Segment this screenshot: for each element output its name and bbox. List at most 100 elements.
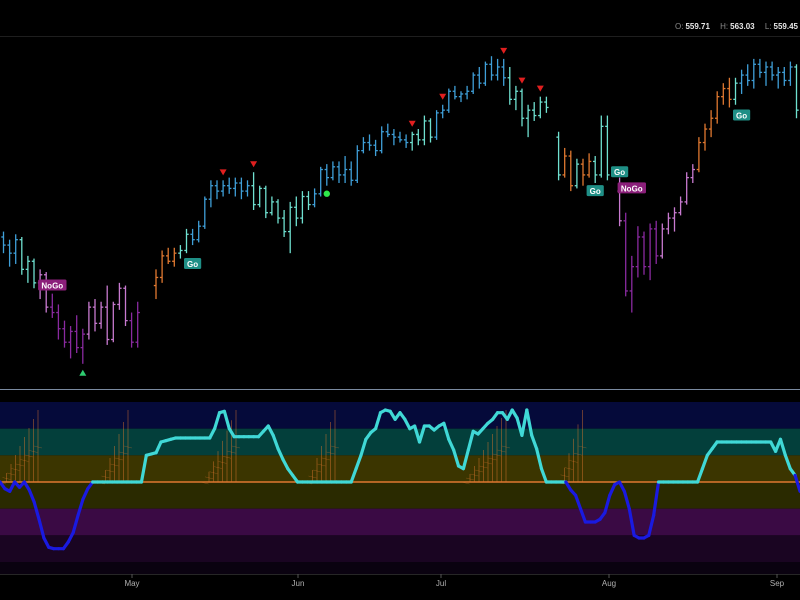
ohlc-bar	[251, 172, 256, 210]
signal-dot	[323, 190, 330, 197]
oscillator-segment	[534, 447, 544, 471]
label-text: Go	[614, 168, 625, 177]
oscillator-segment	[349, 467, 358, 484]
indicator-zone	[0, 455, 800, 482]
label-bg	[586, 185, 604, 197]
ohlc-bar	[263, 185, 268, 219]
fan-mesh	[564, 467, 574, 470]
fan-mesh	[24, 454, 34, 458]
indicator-fan	[555, 410, 587, 485]
ohlc-bar	[227, 177, 232, 194]
oscillator-segment	[466, 429, 475, 452]
fan-mesh	[119, 451, 128, 455]
price-panel[interactable]: NoGo Go Go Go NoGo Go	[0, 36, 800, 376]
fan-mesh	[218, 461, 227, 464]
go-nogo-label: NoGo	[617, 182, 646, 194]
fan-mesh	[101, 475, 110, 479]
fan-mesh	[110, 463, 119, 467]
ohlc-bar	[123, 285, 128, 327]
label-text: NoGo	[621, 184, 643, 193]
fan-mesh	[569, 460, 578, 463]
ohlc-bar	[690, 164, 695, 184]
ohlc-bar	[68, 326, 73, 359]
ohlc-bar	[44, 272, 49, 313]
ohlc-bar	[373, 139, 378, 157]
buy-signal-triangle	[79, 369, 87, 376]
ohlc-bar	[623, 212, 628, 297]
oscillator-segment	[42, 536, 51, 549]
oscillator-segment	[778, 437, 787, 457]
indicator-fan	[303, 410, 340, 485]
oscillator-segment	[525, 408, 534, 437]
ohlc-bar	[593, 156, 598, 184]
ohlc-bar	[477, 66, 482, 89]
fan-mesh	[492, 453, 502, 457]
sell-signal-triangle	[408, 120, 416, 127]
ohlc-bar	[92, 299, 98, 332]
sell-signal-triangle	[439, 93, 447, 100]
oscillator-segment	[222, 409, 231, 431]
label-text: Go	[187, 260, 198, 269]
fan-mesh	[330, 445, 340, 449]
label-bg	[184, 257, 202, 269]
ohlc-bar	[257, 185, 262, 208]
oscillator-segment	[139, 453, 148, 484]
fan-mesh	[209, 471, 218, 474]
go-nogo-label: Go	[733, 109, 751, 121]
ohlc-bar	[50, 293, 55, 318]
ohlc-bar	[239, 177, 244, 200]
sell-signal-triangle	[500, 47, 508, 54]
oscillator-segment	[627, 507, 636, 537]
low-key: L:	[764, 22, 772, 31]
ohlc-bar	[324, 164, 329, 186]
ohlc-bar	[56, 304, 61, 340]
indicator-zone	[0, 428, 800, 456]
ohlc-bar	[178, 245, 183, 259]
ohlc-bar	[98, 301, 104, 329]
ohlc-bar	[129, 312, 134, 348]
fan-mesh	[483, 461, 493, 465]
ohlc-bar	[275, 199, 281, 224]
oscillator-segment	[32, 500, 41, 521]
indicator-panel[interactable]	[0, 389, 800, 575]
go-nogo-label: Go	[586, 185, 604, 197]
ohlc-bar	[111, 301, 116, 343]
fan-mesh	[578, 445, 587, 449]
ohlc-bar	[440, 104, 445, 119]
fan-mesh	[560, 474, 569, 477]
ohlc-bar	[397, 131, 403, 143]
ohlc-bar	[312, 188, 317, 208]
sell-signal-triangle	[518, 77, 526, 84]
ohlc-bar	[86, 301, 92, 340]
fan-mesh	[326, 451, 335, 455]
ohlc-bar	[446, 88, 451, 113]
ohlc-bar	[708, 110, 714, 138]
ohlc-bar	[721, 83, 726, 105]
ohlc-bar	[135, 301, 140, 348]
oscillator-segment	[608, 483, 617, 497]
ohlc-bar	[666, 212, 671, 235]
ohlc-bar	[153, 269, 159, 300]
fan-mesh	[488, 457, 497, 461]
oscillator-segment	[374, 411, 383, 431]
label-text: Go	[590, 187, 601, 196]
oscillator-segment	[8, 480, 17, 493]
fan-mesh	[29, 450, 38, 453]
oscillator-segment	[617, 480, 626, 493]
fan-mesh	[15, 463, 25, 467]
ohlc-bar	[629, 255, 634, 313]
oscillator-segment	[354, 453, 363, 471]
fan-mesh	[20, 459, 29, 462]
ohlc-bar	[410, 131, 415, 151]
ohlc-bar	[349, 161, 354, 186]
ohlc-bar	[544, 96, 549, 113]
ohlc-bar	[379, 126, 384, 154]
fan-mesh	[501, 445, 511, 449]
ohlc-bar	[507, 66, 512, 105]
ohlc-bar	[605, 115, 610, 181]
fan-mesh	[479, 465, 488, 469]
ohlc-bar	[660, 223, 665, 259]
ohlc-bar	[361, 137, 366, 154]
ohlc-bar	[458, 91, 464, 103]
